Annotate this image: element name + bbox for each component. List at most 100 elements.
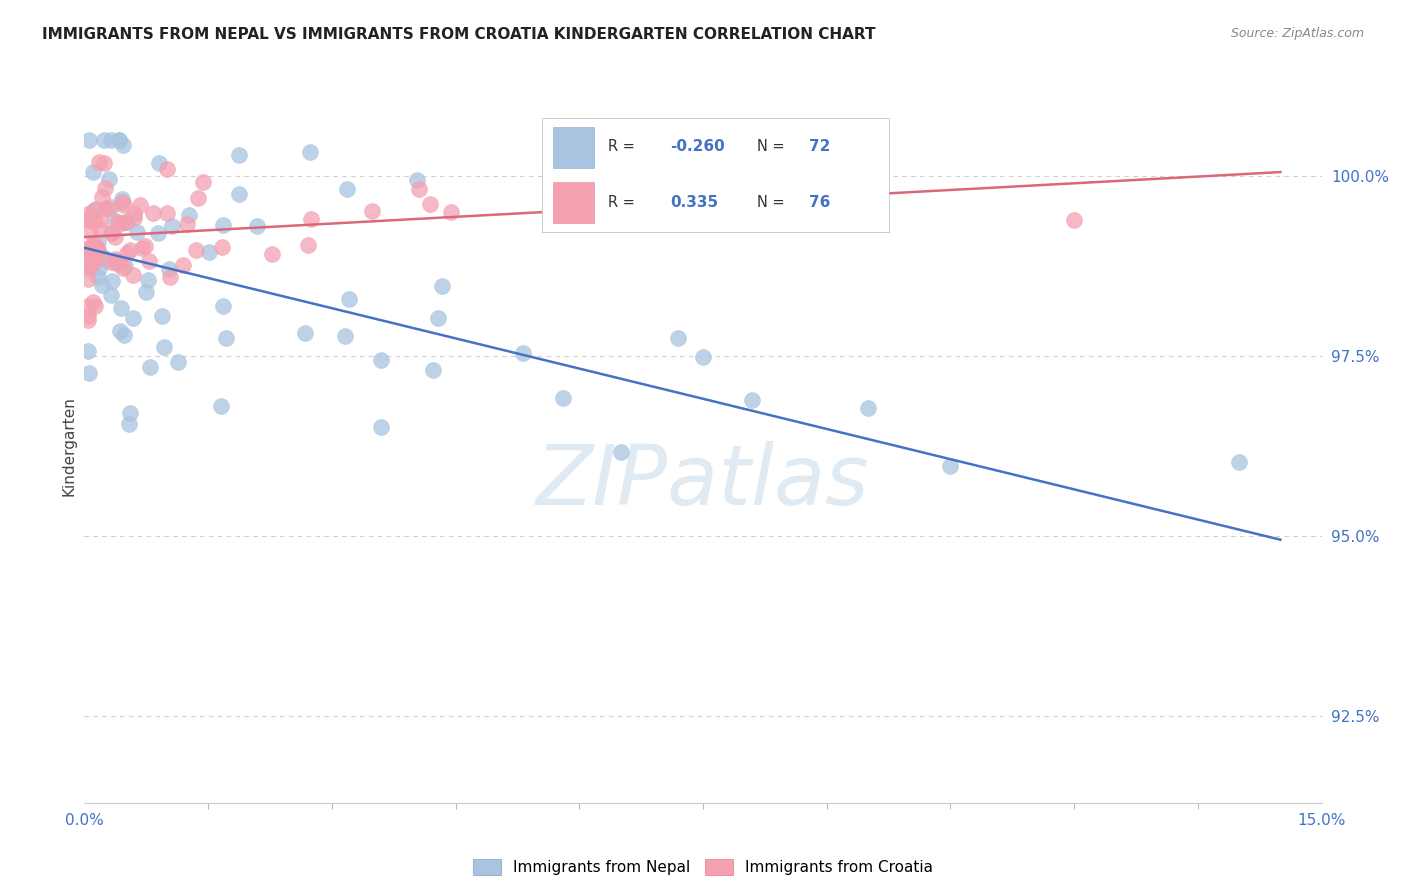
Point <box>157 262 180 277</box>
Point <box>337 292 360 306</box>
Point <box>97 202 120 217</box>
Point <box>741 392 763 407</box>
Point <box>83 203 105 218</box>
Point <box>111 194 134 209</box>
Point <box>108 324 131 338</box>
Point <box>107 257 129 271</box>
Point <box>333 329 356 343</box>
Point <box>228 148 250 162</box>
Point <box>77 258 100 272</box>
Point <box>83 253 105 268</box>
Point <box>131 241 153 255</box>
Point <box>101 273 124 287</box>
Point <box>77 207 100 221</box>
Point <box>609 445 631 459</box>
Point <box>148 155 170 169</box>
Point <box>105 254 128 268</box>
Point <box>98 171 121 186</box>
Point <box>214 331 236 345</box>
Point <box>77 260 100 275</box>
Point <box>77 133 100 147</box>
Point <box>115 246 138 260</box>
Point <box>692 350 714 364</box>
Point <box>77 244 100 259</box>
Point <box>100 255 122 269</box>
Point <box>134 239 156 253</box>
Point <box>87 243 110 257</box>
Point <box>94 252 117 267</box>
Point <box>77 242 100 256</box>
Point <box>406 173 429 187</box>
Point <box>150 309 173 323</box>
Point <box>82 257 104 271</box>
Point <box>104 252 127 266</box>
Point <box>191 175 214 189</box>
Point <box>187 191 209 205</box>
Point <box>77 249 100 263</box>
Point <box>77 299 100 313</box>
Point <box>114 215 136 229</box>
Point <box>77 213 100 227</box>
Point <box>246 219 269 234</box>
Point <box>135 285 157 300</box>
Point <box>440 204 463 219</box>
Point <box>370 420 392 434</box>
Point <box>111 192 134 206</box>
Point <box>422 363 444 377</box>
Point <box>86 242 108 256</box>
Point <box>93 156 115 170</box>
Point <box>139 359 162 374</box>
Point <box>159 270 181 285</box>
Point <box>91 250 114 264</box>
Point <box>112 327 135 342</box>
Point <box>156 206 179 220</box>
Point <box>108 133 131 147</box>
Point <box>209 399 232 413</box>
Point <box>419 196 441 211</box>
Point <box>127 225 149 239</box>
Point <box>939 458 962 473</box>
Point <box>77 366 100 380</box>
Point <box>89 212 111 227</box>
Point <box>87 235 110 249</box>
Text: IMMIGRANTS FROM NEPAL VS IMMIGRANTS FROM CROATIA KINDERGARTEN CORRELATION CHART: IMMIGRANTS FROM NEPAL VS IMMIGRANTS FROM… <box>42 27 876 42</box>
Point <box>212 299 235 313</box>
Point <box>77 241 100 255</box>
Point <box>100 226 122 240</box>
Point <box>93 181 115 195</box>
Point <box>91 278 114 293</box>
Point <box>82 165 104 179</box>
Point <box>112 198 135 212</box>
Point <box>87 155 110 169</box>
Point <box>430 279 453 293</box>
Point <box>211 218 233 232</box>
Legend: Immigrants from Nepal, Immigrants from Croatia: Immigrants from Nepal, Immigrants from C… <box>467 854 939 881</box>
Point <box>82 295 104 310</box>
Point <box>83 236 105 251</box>
Point <box>336 181 359 195</box>
Point <box>142 206 165 220</box>
Point <box>118 243 141 257</box>
Point <box>114 259 136 273</box>
Point <box>408 182 430 196</box>
Point <box>79 225 101 239</box>
Point <box>160 219 183 233</box>
Point <box>146 227 169 241</box>
Point <box>122 211 145 225</box>
Point <box>77 309 100 323</box>
Point <box>551 392 574 406</box>
Point <box>107 215 129 229</box>
Point <box>111 260 134 275</box>
Point <box>108 133 131 147</box>
Point <box>228 187 250 202</box>
Point <box>115 215 138 229</box>
Point <box>184 243 207 257</box>
Point <box>100 288 122 302</box>
Text: Source: ZipAtlas.com: Source: ZipAtlas.com <box>1230 27 1364 40</box>
Point <box>122 268 145 282</box>
Point <box>77 272 100 286</box>
Point <box>138 253 160 268</box>
Point <box>122 207 145 221</box>
Point <box>197 245 219 260</box>
Point <box>100 133 122 147</box>
